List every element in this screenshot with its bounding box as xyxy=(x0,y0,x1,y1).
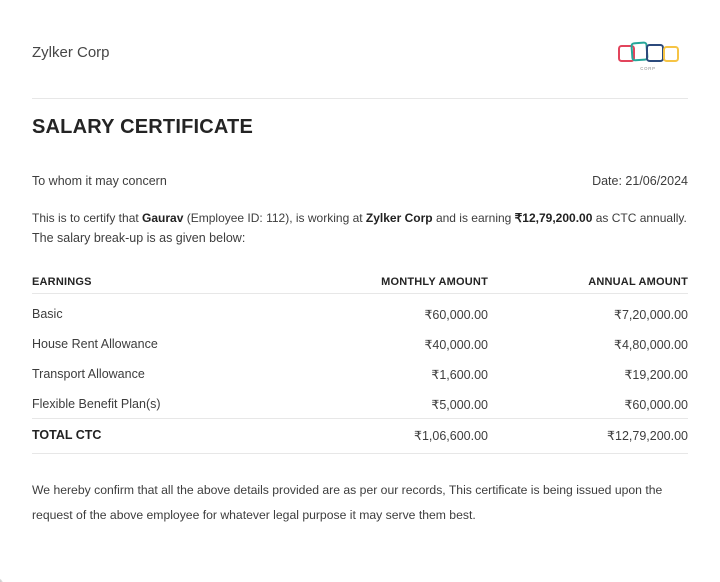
svg-text:CORP: CORP xyxy=(640,66,656,71)
